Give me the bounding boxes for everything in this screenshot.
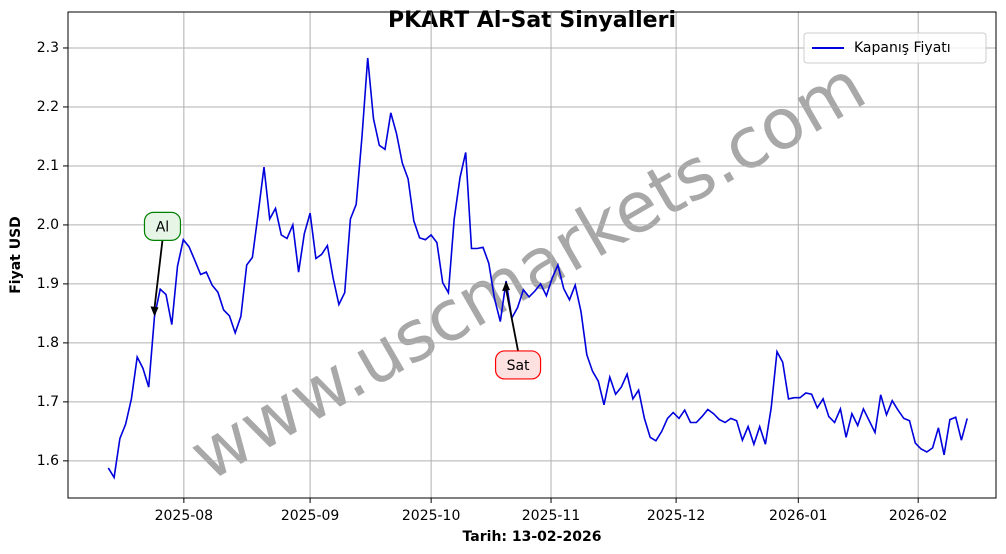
y-tick-label: 1.9 [37,276,59,292]
y-tick-label: 2.0 [37,217,59,233]
y-tick-label: 2.1 [37,158,59,174]
x-tick-label: 2025-12 [647,508,706,524]
annotation-arrowhead [150,306,159,317]
y-tick-label: 2.2 [37,99,59,115]
watermark: www.uscmarkets.com [176,44,878,497]
x-tick-label: 2026-02 [889,508,948,524]
annotation-label: Sat [507,358,530,374]
y-tick-label: 1.8 [37,335,59,351]
x-tick-label: 2026-01 [769,508,828,524]
x-tick-label: 2025-11 [522,508,581,524]
legend-label: Kapanış Fiyatı [854,40,951,56]
x-tick-label: 2025-08 [155,508,214,524]
y-tick-label: 1.7 [37,394,59,410]
annotation-arrow [153,240,164,309]
annotation-box [494,350,542,380]
y-tick-label: 1.6 [37,453,59,469]
annotation-box [143,211,182,241]
annotation-label: Al [156,219,169,235]
price-line [107,57,968,480]
legend-box [803,32,987,64]
annotation-arrowhead [502,280,511,291]
x-axis-label: Tarih: 13-02-2026 [463,529,602,545]
y-axis-label: Fiyat USD [8,216,24,294]
x-tick-label: 2025-10 [402,508,461,524]
plot-frame [67,11,997,499]
x-tick-label: 2025-09 [281,508,340,524]
annotation-arrow [505,288,519,352]
y-tick-label: 2.3 [37,40,59,56]
